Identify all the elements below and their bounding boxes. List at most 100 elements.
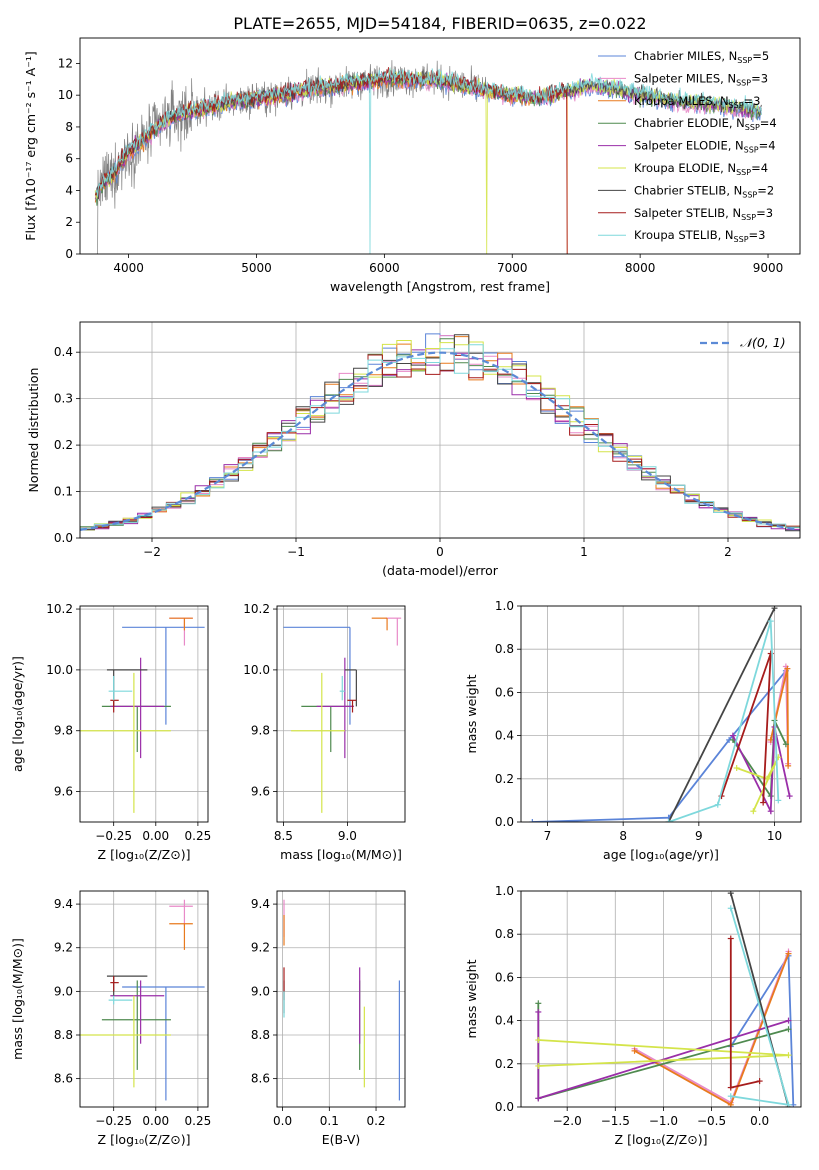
residual-histogram: [80, 344, 800, 534]
x-tick-label: 0.2: [366, 1114, 385, 1128]
legend-nssp: =2: [757, 183, 774, 197]
mass_vs_ebv-frame: [276, 890, 406, 1108]
y-tick-label: 0.2: [495, 772, 514, 786]
y-tick-label: 8: [65, 120, 73, 134]
y-tick-label: 10: [58, 88, 73, 102]
x-tick-label: 0.0: [273, 1114, 292, 1128]
x-tick-label: 0.1: [320, 1114, 339, 1128]
x-tick-label: 7000: [497, 261, 528, 275]
y-tick-label: 0.8: [495, 927, 514, 941]
y-tick-label: 8.6: [54, 1072, 73, 1086]
y-tick-label: 4: [65, 183, 73, 197]
y-tick-label: 0.4: [495, 1014, 514, 1028]
legend-label: Salpeter ELODIE, NSSP=4: [634, 139, 776, 155]
x-tick-label: 5000: [241, 261, 272, 275]
x-axis-label: wavelength [Angstrom, rest frame]: [330, 279, 550, 294]
legend-label: Kroupa MILES, NSSP=3: [634, 94, 760, 110]
legend-nssp: =4: [760, 116, 777, 130]
age_vs_Z-axes: −0.25 0.00 0.25 9.6 9.8 10.0 10.2 Z [log₁₀(Z/Z⊙…: [10, 602, 211, 862]
age_vs_Z-frame: [79, 605, 209, 823]
legend-subscript: SSP: [737, 56, 752, 65]
y-tick-label: 9.2: [251, 941, 270, 955]
mass_vs_ebv-points: [283, 899, 400, 1101]
age_vs_mass-points: [283, 617, 402, 813]
legend-nssp: =3: [756, 206, 773, 220]
x-axis-label: age [log₁₀(age/yr)]: [603, 847, 719, 862]
y-tick-label: 0.0: [495, 815, 514, 829]
model-spectrum-line: [94, 67, 568, 254]
spectrum-legend: Chabrier MILES, NSSP=5 Salpeter MILES, NS…: [598, 49, 777, 244]
x-tick-label: 0.00: [142, 1114, 169, 1128]
y-tick-label: 10.0: [243, 663, 270, 677]
age_vs_mass-frame: [276, 605, 406, 823]
y-tick-label: 8.8: [54, 1028, 73, 1042]
spectrum-lines: [94, 60, 762, 254]
y-tick-label: 0.1: [54, 485, 73, 499]
age_vs_Z-points: [80, 617, 205, 813]
legend-subscript: SSP: [742, 190, 757, 199]
legend-label: Kroupa STELIB, NSSP=3: [634, 228, 765, 244]
y-tick-label: 1.0: [495, 599, 514, 613]
y-tick-label: 10.2: [243, 602, 270, 616]
normal-legend-label: 𝒩(0, 1): [740, 335, 786, 350]
y-tick-label: 10.2: [46, 602, 73, 616]
weight-line: [736, 756, 780, 812]
x-tick-label: 9000: [753, 261, 784, 275]
x-tick-label: 2: [724, 545, 732, 559]
legend-subscript: SSP: [741, 213, 756, 222]
legend-subscript: SSP: [745, 123, 760, 132]
legend-label: Salpeter MILES, NSSP=3: [634, 71, 768, 87]
weight_vs_age-lines: [529, 606, 793, 822]
y-tick-label: 0.4: [495, 729, 514, 743]
legend-nssp: =3: [749, 228, 766, 242]
figure-title: PLATE=2655, MJD=54184, FIBERID=0635, z=0…: [233, 14, 646, 33]
y-tick-label: 0.0: [495, 1100, 514, 1114]
spectrum-axes: 4000 5000 6000 7000 8000 9000 0 2 4 6 8 10 12 wavelen…: [23, 51, 783, 294]
y-tick-label: 0.4: [54, 345, 73, 359]
mass_vs_ebv-axes: 0.0 0.1 0.2 8.6 8.8 9.0 9.2 9.4 E(B-V): [251, 891, 405, 1147]
weight-line: [532, 670, 787, 822]
residuals-axes: −2 −1 0 1 2 0.0 0.1 0.2 0.3 0.4 (data-model)/error…: [26, 322, 800, 578]
residuals-frame: [79, 321, 801, 539]
legend-label: Chabrier MILES, NSSP=5: [634, 49, 769, 65]
x-tick-label: 0.25: [185, 829, 212, 843]
legend-nssp: =3: [744, 94, 761, 108]
x-tick-label: 8.5: [274, 829, 293, 843]
y-tick-label: 10.0: [46, 663, 73, 677]
y-tick-label: 0.0: [54, 531, 73, 545]
x-tick-label: 9: [695, 829, 703, 843]
legend-label: Kroupa ELODIE, NSSP=4: [634, 161, 768, 177]
y-tick-label: 1.0: [495, 884, 514, 898]
x-axis-label: mass [log₁₀(M/M⊙)]: [280, 847, 402, 862]
y-tick-label: 9.4: [54, 897, 73, 911]
weight-line: [720, 653, 772, 803]
y-tick-label: 9.6: [54, 785, 73, 799]
x-tick-label: 7: [544, 829, 552, 843]
x-tick-label: 0: [436, 545, 444, 559]
x-tick-label: −0.5: [697, 1114, 726, 1128]
legend-label: Chabrier STELIB, NSSP=2: [634, 183, 774, 199]
legend-subscript: SSP: [736, 78, 751, 87]
y-tick-label: 9.8: [251, 724, 270, 738]
y-axis-label: mass [log₁₀(M/M⊙)]: [10, 938, 25, 1060]
y-axis-label: Normed distribution: [26, 368, 41, 493]
residual-histograms: [80, 333, 800, 534]
x-axis-label: (data-model)/error: [382, 563, 499, 578]
x-axis-label: Z [log₁₀(Z/Z⊙)]: [98, 1132, 191, 1147]
legend-nssp: =4: [759, 139, 776, 153]
mass_vs_Z-frame: [79, 890, 209, 1108]
normal-curve: [80, 351, 798, 531]
spectrum-frame: [79, 37, 801, 255]
legend-subscript: SSP: [736, 168, 751, 177]
y-tick-label: 0.2: [54, 438, 73, 452]
x-tick-label: 0.0: [750, 1114, 769, 1128]
legend-label: Chabrier ELODIE, NSSP=4: [634, 116, 777, 132]
weight_vs_Z-frame: [520, 890, 802, 1108]
y-tick-label: 0.2: [495, 1057, 514, 1071]
y-tick-label: 2: [65, 215, 73, 229]
y-axis-label: mass weight: [464, 674, 479, 753]
age_vs_mass-axes: 8.5 9.0 9.6 9.8 10.0 10.2 mass [log₁₀(M/M⊙)]: [243, 602, 405, 862]
x-tick-label: 8000: [625, 261, 656, 275]
x-tick-label: 8: [619, 829, 627, 843]
legend-nssp: =4: [751, 161, 768, 175]
